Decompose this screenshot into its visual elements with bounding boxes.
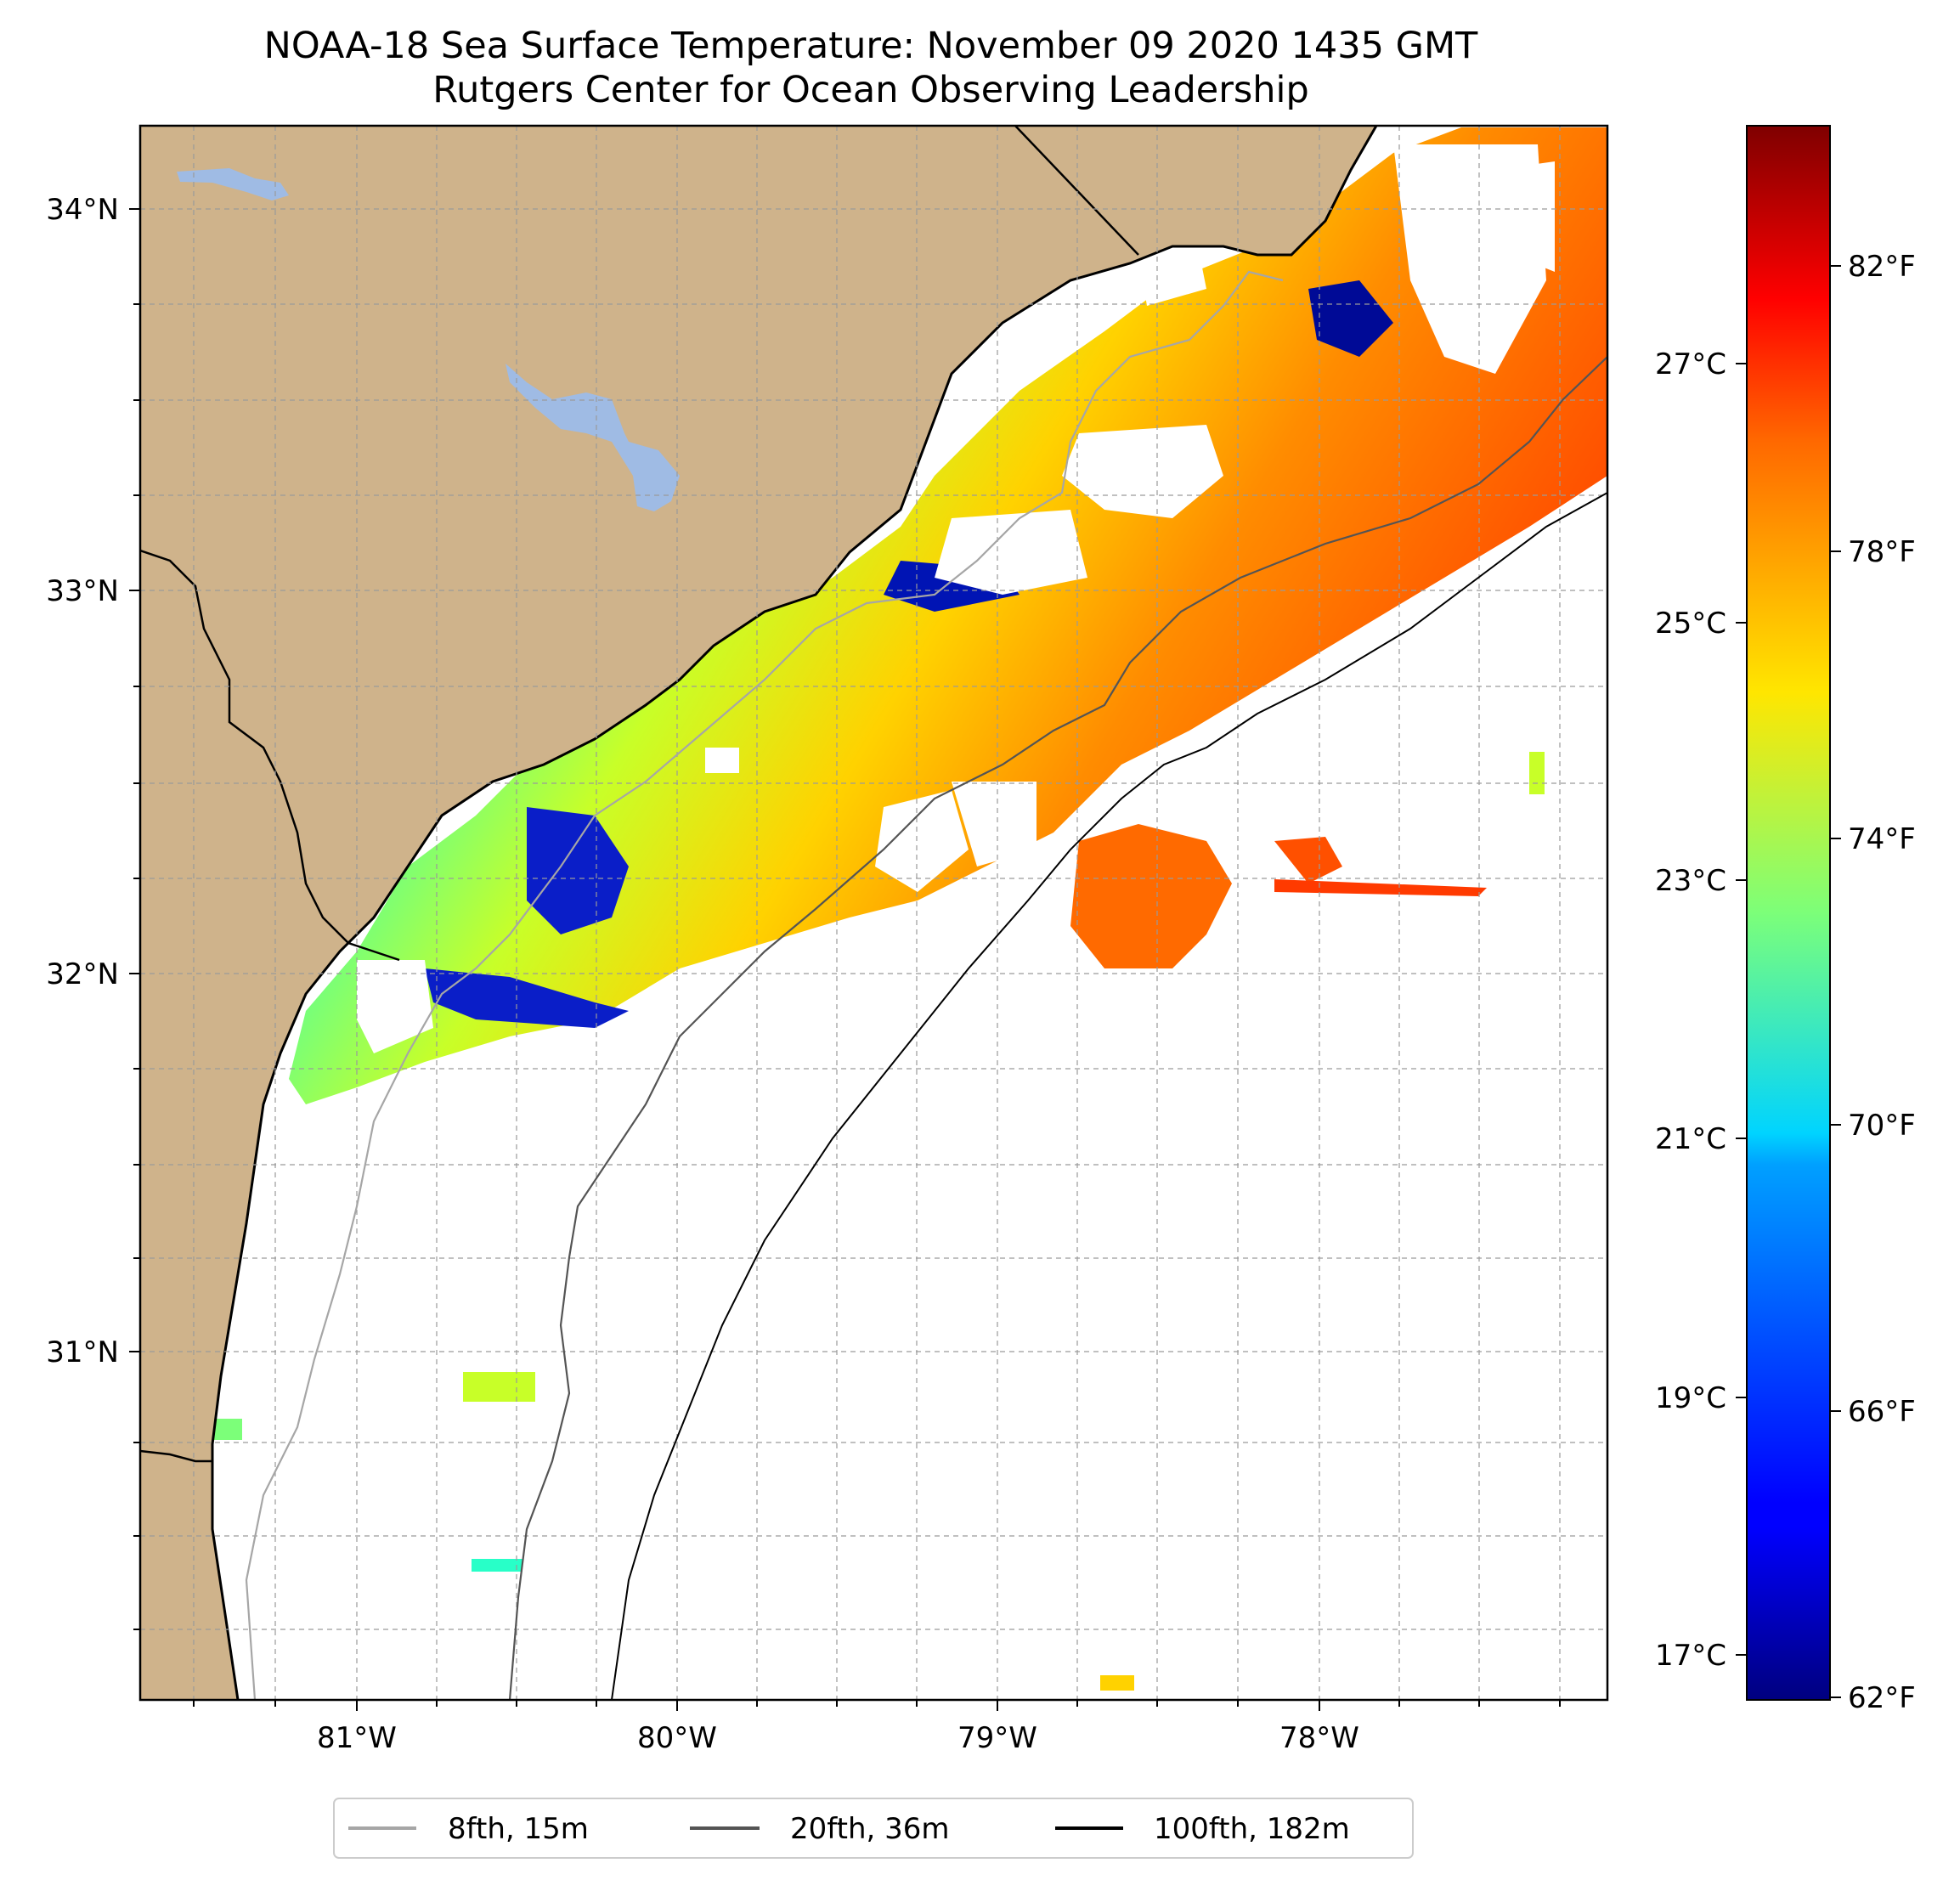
- map-frame: [138, 124, 1609, 1702]
- cloud-mask: [1138, 246, 1206, 306]
- lon-label: 80°W: [637, 1721, 717, 1755]
- state-border: [1014, 126, 1139, 256]
- land: [140, 126, 1376, 1700]
- contour-100fth: [611, 492, 1607, 1700]
- celsius-label: 21°C: [1655, 1122, 1726, 1156]
- legend-label-20fth: 20fth, 36m: [790, 1812, 950, 1846]
- cloud-mask: [875, 790, 969, 892]
- lake: [177, 168, 289, 200]
- celsius-label: 25°C: [1655, 607, 1726, 641]
- sst-warm-patch: [1070, 824, 1232, 968]
- state-border: [140, 1449, 212, 1463]
- contour-20fth: [508, 356, 1607, 1700]
- fahrenheit-label: 62°F: [1848, 1681, 1916, 1715]
- sst-patch: [472, 1559, 522, 1572]
- cloud-mask: [1062, 425, 1223, 518]
- sst-patch: [1100, 1675, 1134, 1691]
- sst-cold-patch: [527, 807, 629, 934]
- colorbar-fahrenheit-ticks: [1830, 265, 1841, 1698]
- lat-label: 32°N: [46, 957, 119, 991]
- cloud-mask: [705, 748, 739, 773]
- lon-ticks: [193, 1700, 1561, 1711]
- sst-cold-patch: [425, 968, 629, 1028]
- fahrenheit-label: 66°F: [1848, 1395, 1916, 1429]
- map-title: NOAA-18 Sea Surface Temperature: Novembe…: [263, 25, 1478, 67]
- fahrenheit-label: 82°F: [1848, 250, 1916, 284]
- coastline: [211, 126, 1378, 1700]
- celsius-label: 23°C: [1655, 864, 1726, 898]
- fahrenheit-label: 70°F: [1848, 1109, 1916, 1143]
- state-border: [140, 549, 400, 962]
- lat-label: 33°N: [46, 574, 119, 608]
- sst-patch: [1529, 752, 1545, 794]
- lat-ticks: [129, 208, 140, 1630]
- grid: [140, 126, 1607, 1700]
- contour-8fth: [245, 270, 1284, 1700]
- colorbar-celsius-ticks: [1736, 363, 1747, 1656]
- celsius-label: 27°C: [1655, 347, 1726, 381]
- sst-cold-patch: [1308, 280, 1393, 357]
- sst-warm-patch: [1274, 837, 1342, 884]
- cloud-mask: [952, 782, 1036, 867]
- cloud-mask: [357, 960, 433, 1053]
- legend-box: [333, 1798, 1414, 1859]
- legend-label-100fth: 100fth, 182m: [1154, 1812, 1350, 1846]
- fahrenheit-label: 78°F: [1848, 535, 1916, 569]
- cloud-mask: [935, 510, 1087, 595]
- celsius-label: 17°C: [1655, 1639, 1726, 1673]
- lat-label: 34°N: [46, 193, 119, 227]
- map-subtitle: Rutgers Center for Ocean Observing Leade…: [432, 69, 1309, 111]
- lat-label: 31°N: [46, 1335, 119, 1369]
- lon-label: 78°W: [1279, 1721, 1359, 1755]
- lake: [506, 364, 680, 511]
- cloud-mask: [1495, 161, 1555, 272]
- legend-label-8fth: 8fth, 15m: [448, 1812, 589, 1846]
- lon-label: 81°W: [317, 1721, 397, 1755]
- colorbar: [1746, 125, 1831, 1701]
- celsius-label: 19°C: [1655, 1381, 1726, 1415]
- sst-patch: [463, 1372, 535, 1402]
- sst-warm-patch: [1274, 879, 1487, 896]
- fahrenheit-label: 74°F: [1848, 822, 1916, 856]
- lon-label: 79°W: [957, 1721, 1037, 1755]
